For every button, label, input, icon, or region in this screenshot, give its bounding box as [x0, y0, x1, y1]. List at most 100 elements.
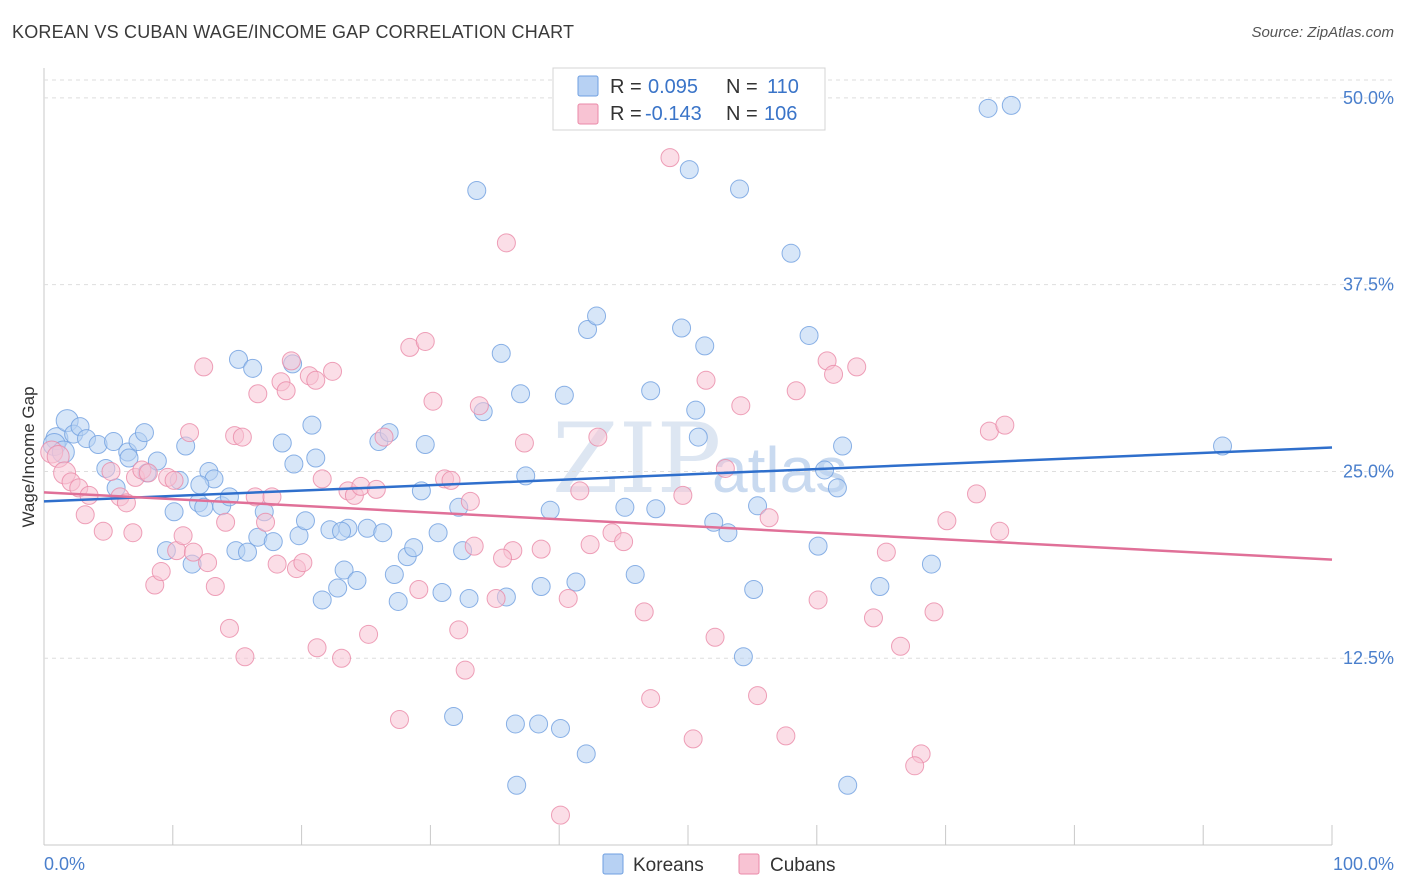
point-koreans: [686, 400, 706, 420]
point-cubans: [449, 620, 469, 640]
point-koreans: [119, 448, 139, 468]
legend-n-value-koreans: 110: [767, 76, 799, 98]
point-cubans: [93, 521, 113, 541]
point-cubans: [824, 364, 844, 384]
point-cubans: [995, 415, 1015, 435]
point-cubans: [550, 805, 570, 825]
point-cubans: [219, 618, 239, 638]
point-koreans: [799, 325, 819, 345]
point-cubans: [276, 381, 296, 401]
point-koreans: [808, 536, 828, 556]
point-cubans: [351, 476, 371, 496]
correlation-legend: R = 0.095 N = 110 R = -0.143 N = 106: [552, 67, 826, 131]
point-cubans: [183, 542, 203, 562]
point-cubans: [423, 391, 443, 411]
trend-line-koreans: [43, 446, 1333, 503]
point-koreans: [554, 385, 574, 405]
legend-n-value-cubans: 106: [764, 103, 797, 125]
point-cubans: [173, 526, 193, 546]
point-koreans: [870, 576, 890, 596]
point-cubans: [75, 505, 95, 525]
point-koreans: [306, 448, 326, 468]
point-cubans: [389, 709, 409, 729]
point-koreans: [312, 590, 332, 610]
point-koreans: [88, 435, 108, 455]
point-koreans: [730, 179, 750, 199]
point-cubans: [808, 590, 828, 610]
point-cubans: [786, 381, 806, 401]
point-koreans: [104, 432, 124, 452]
y-tick-labels: 12.5% 25.0% 37.5% 50.0%: [1343, 88, 1394, 668]
point-koreans: [833, 436, 853, 456]
point-koreans: [334, 560, 354, 580]
point-cubans: [759, 508, 779, 528]
point-koreans: [625, 565, 645, 585]
point-koreans: [284, 454, 304, 474]
y-tick-label: 12.5%: [1343, 648, 1394, 668]
point-koreans: [228, 349, 248, 369]
point-koreans: [921, 554, 941, 574]
point-cubans: [415, 331, 435, 351]
point-koreans: [615, 497, 635, 517]
point-koreans: [566, 572, 586, 592]
point-koreans: [695, 336, 715, 356]
point-cubans: [198, 553, 218, 573]
point-cubans: [323, 361, 343, 381]
trend-lines: [43, 446, 1333, 561]
point-cubans: [235, 647, 255, 667]
point-cubans: [493, 548, 513, 568]
legend-n-label-koreans: N =: [726, 76, 758, 98]
point-koreans: [328, 578, 348, 598]
point-koreans: [540, 500, 560, 520]
legend-n-label-cubans: N =: [726, 103, 758, 125]
point-koreans: [415, 435, 435, 455]
point-koreans: [511, 384, 531, 404]
point-koreans: [238, 542, 258, 562]
point-koreans: [531, 576, 551, 596]
point-koreans: [718, 523, 738, 543]
point-cubans: [332, 648, 352, 668]
point-cubans: [256, 512, 276, 532]
point-cubans: [705, 627, 725, 647]
point-koreans: [459, 588, 479, 608]
y-axis-label: Wage/Income Gap: [19, 386, 38, 527]
point-koreans: [838, 775, 858, 795]
y-tick-label: 25.0%: [1343, 461, 1394, 481]
point-cubans: [990, 521, 1010, 541]
point-koreans: [733, 647, 753, 667]
point-koreans: [672, 318, 692, 338]
point-cubans: [967, 484, 987, 504]
point-cubans: [876, 542, 896, 562]
point-koreans: [302, 415, 322, 435]
y-tick-label: 37.5%: [1343, 275, 1394, 295]
point-koreans: [781, 243, 801, 263]
point-cubans: [660, 148, 680, 168]
point-cubans: [101, 461, 121, 481]
legend-swatch-koreans: [577, 75, 599, 97]
point-cubans: [293, 553, 313, 573]
point-cubans: [641, 689, 661, 709]
point-cubans: [558, 588, 578, 608]
point-koreans: [748, 496, 768, 516]
point-cubans: [863, 608, 883, 628]
point-koreans: [587, 306, 607, 326]
trend-line-cubans: [43, 491, 1333, 561]
point-koreans: [444, 706, 464, 726]
point-cubans: [570, 481, 590, 501]
legend-r-label-cubans: R =: [610, 103, 642, 125]
point-cubans: [776, 726, 796, 746]
point-cubans: [232, 427, 252, 447]
point-koreans: [332, 521, 352, 541]
point-koreans: [134, 423, 154, 443]
series-legend-label-cubans: Cubans: [770, 855, 836, 876]
point-cubans: [312, 469, 332, 489]
point-koreans: [347, 571, 367, 591]
point-koreans: [507, 775, 527, 795]
point-cubans: [614, 532, 634, 552]
point-koreans: [679, 160, 699, 180]
point-cubans: [281, 351, 301, 371]
point-koreans: [641, 381, 661, 401]
point-koreans: [404, 538, 424, 558]
point-cubans: [164, 470, 184, 490]
